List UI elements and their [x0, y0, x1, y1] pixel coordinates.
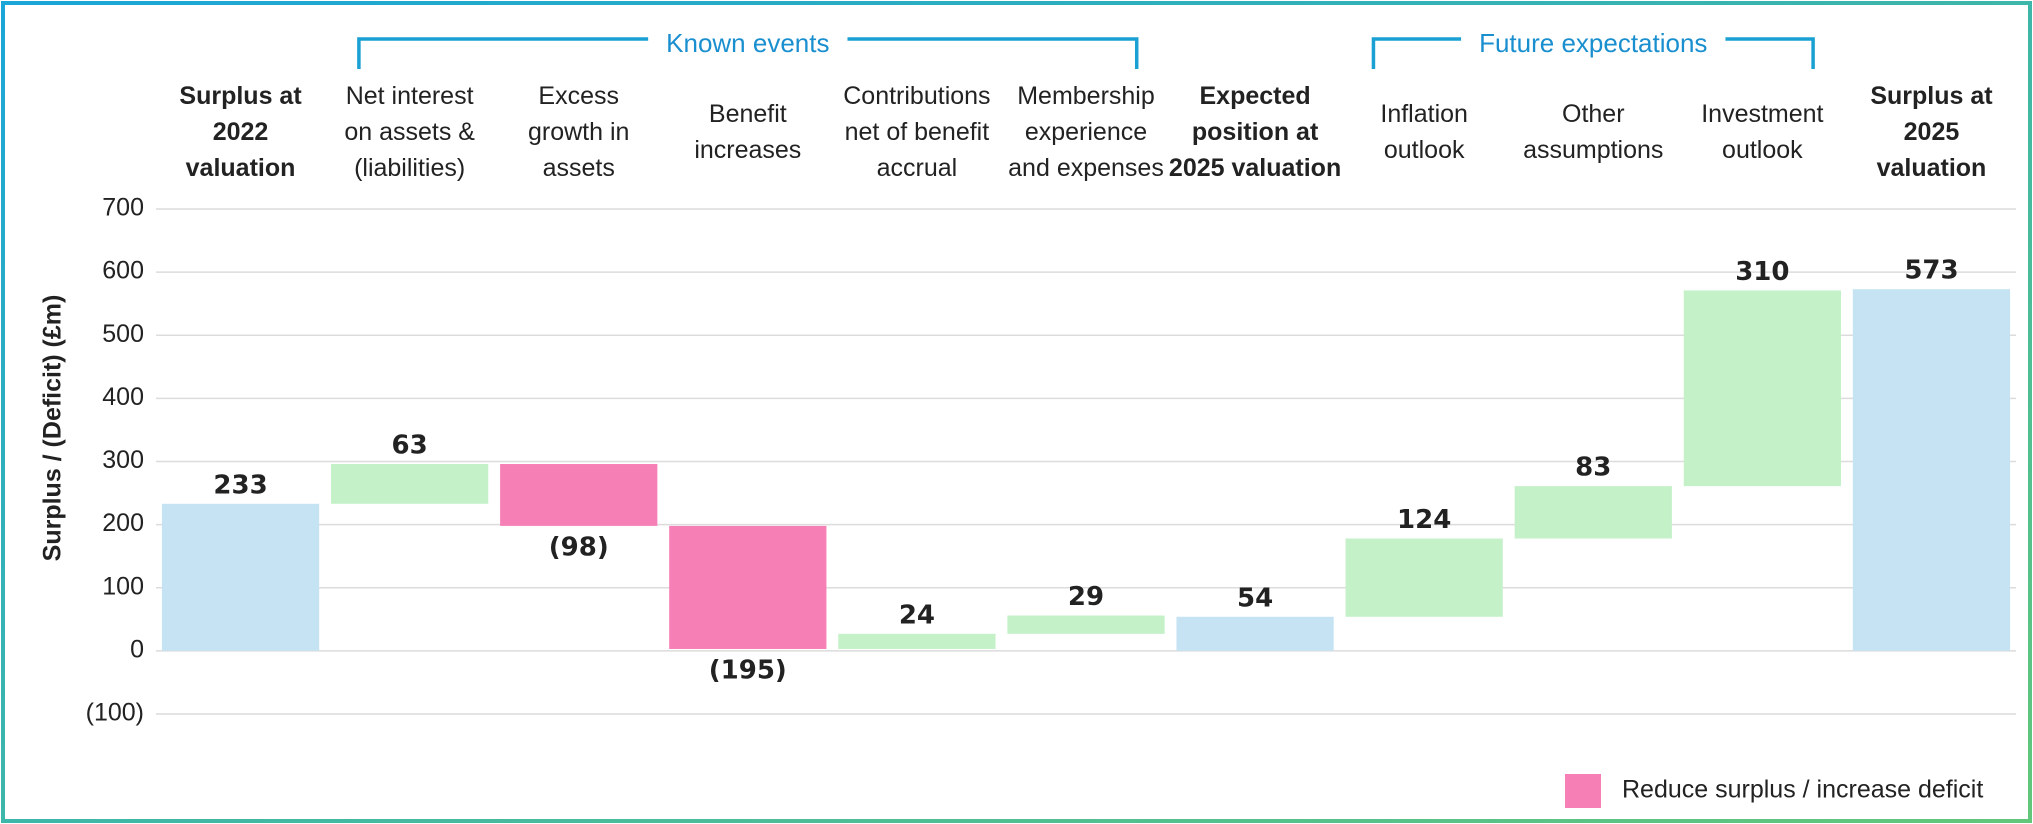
- group-label: Future expectations: [1479, 28, 1707, 58]
- category-label: Other assumptions: [1523, 100, 1663, 164]
- y-tick-label: 0: [130, 635, 144, 663]
- y-tick-label: 100: [102, 572, 144, 600]
- bar: [331, 464, 489, 504]
- bar: [161, 503, 320, 651]
- value-label: 83: [1575, 453, 1611, 483]
- value-label: 54: [1237, 583, 1273, 613]
- bar: [1176, 616, 1334, 651]
- legend-swatch: [1565, 774, 1601, 808]
- bar: [500, 464, 658, 526]
- legend-label: Reduce surplus / increase deficit: [1622, 776, 1983, 804]
- category-label: Investment outlook: [1701, 100, 1823, 164]
- value-label: 29: [1068, 582, 1104, 612]
- y-tick-label: 200: [102, 509, 144, 537]
- y-tick-label: 300: [102, 446, 144, 474]
- value-label: 310: [1735, 257, 1789, 287]
- group-label-bg: [648, 35, 848, 43]
- category-label: Inflation outlook: [1380, 100, 1468, 164]
- y-tick-label: (100): [86, 699, 144, 727]
- group-label: Known events: [666, 28, 829, 58]
- category-label: Expected position at 2025 valuation: [1169, 82, 1341, 182]
- value-label: 24: [899, 600, 935, 630]
- category-label: Surplus at 2025 valuation: [1870, 82, 1993, 182]
- y-tick-label: 700: [102, 194, 144, 222]
- bar: [1514, 486, 1672, 539]
- bar: [1852, 289, 2011, 651]
- y-tick-label: 600: [102, 257, 144, 285]
- value-label: (195): [709, 655, 787, 685]
- y-tick-label: 500: [102, 320, 144, 348]
- category-label: Surplus at 2022 valuation: [179, 82, 302, 182]
- bar: [1007, 615, 1165, 634]
- bar: [1345, 538, 1503, 617]
- value-label: 233: [213, 470, 267, 500]
- category-label: Benefit increases: [694, 100, 801, 164]
- bar: [1683, 290, 1841, 487]
- value-label: 63: [392, 431, 428, 461]
- category-label: Excess growth in assets: [528, 82, 629, 182]
- value-label: 124: [1397, 505, 1451, 535]
- group-label-bg: [1461, 35, 1726, 43]
- y-tick-label: 400: [102, 383, 144, 411]
- y-axis-label: Surplus / (Deficit) (£m): [39, 295, 67, 562]
- category-label: Contributions net of benefit accrual: [843, 82, 990, 182]
- category-label: Membership experience and expenses: [1008, 82, 1164, 182]
- bar: [838, 633, 996, 649]
- category-label: Net interest on assets & (liabilities): [344, 82, 475, 182]
- bar: [669, 525, 827, 649]
- value-label: (98): [549, 532, 609, 562]
- value-label: 573: [1904, 256, 1958, 286]
